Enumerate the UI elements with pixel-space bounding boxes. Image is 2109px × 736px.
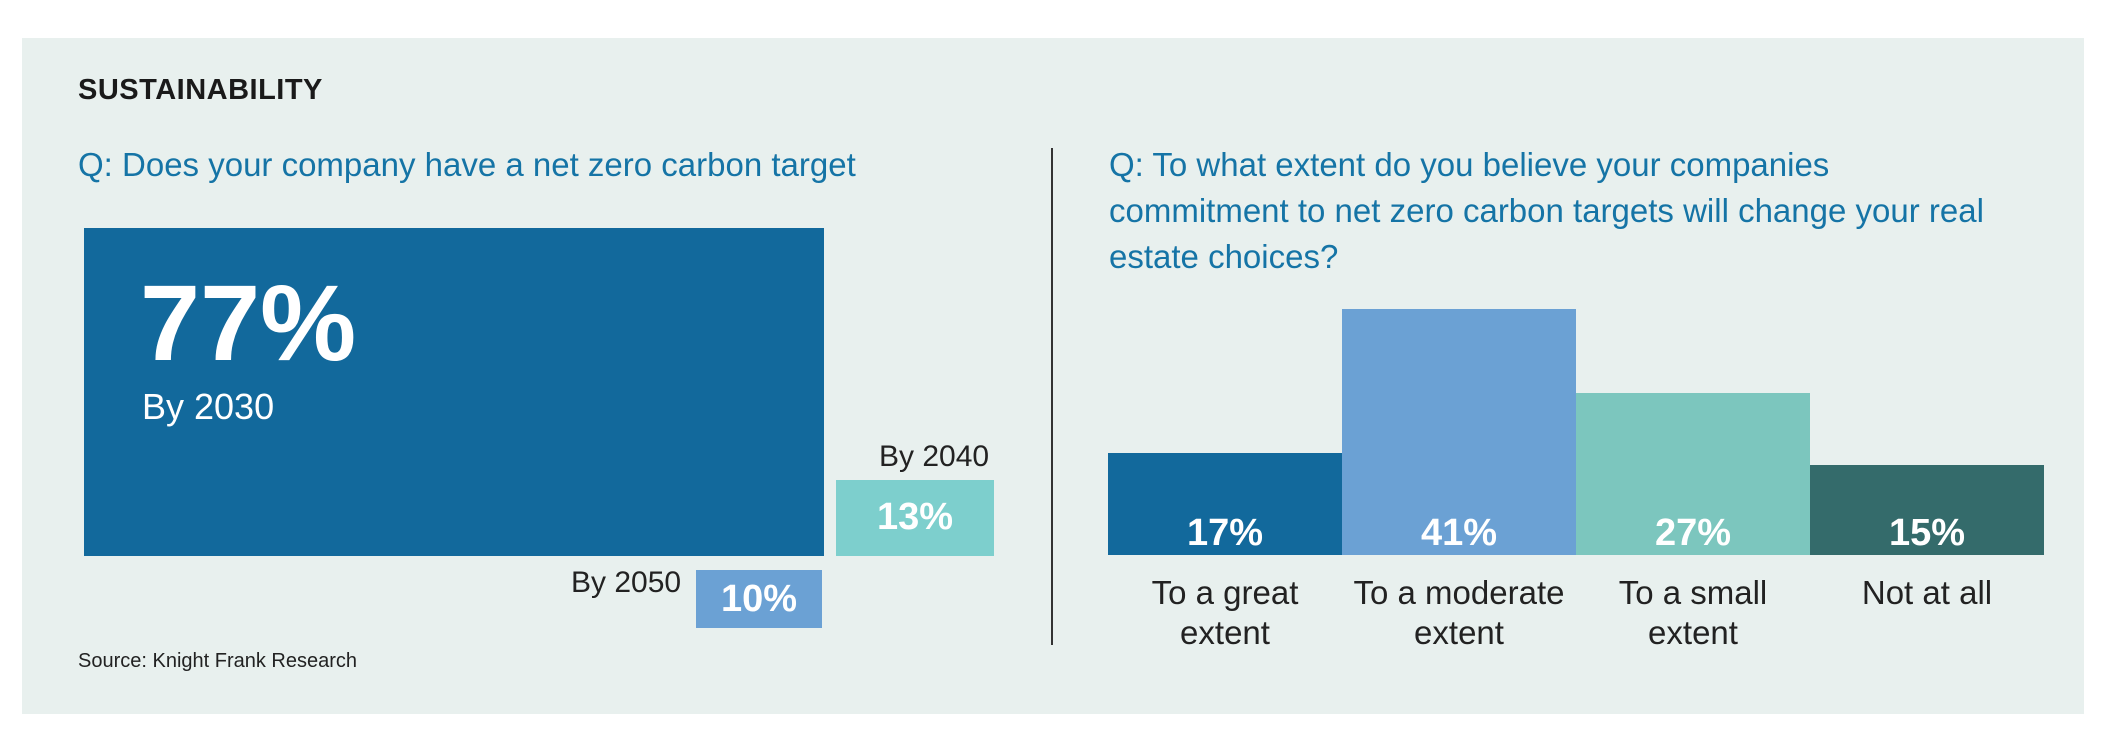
category-label: Not at all xyxy=(1862,574,1992,611)
category-label: extent xyxy=(1414,614,1504,651)
box-by-2030 xyxy=(84,228,824,556)
by-2040-label: By 2040 xyxy=(879,440,990,473)
box-by-2040 xyxy=(836,480,994,556)
by-2050-label: By 2050 xyxy=(571,566,682,599)
box-by-2050 xyxy=(696,570,822,628)
by-2040-value: 13% xyxy=(876,496,954,538)
category-label: extent xyxy=(1648,614,1738,651)
source-note: Source: Knight Frank Research xyxy=(78,650,358,672)
by-2030-value: 77% xyxy=(140,262,357,383)
category-label: To a moderate xyxy=(1354,574,1565,611)
left-question: Q: Does your company have a net zero car… xyxy=(78,146,856,183)
bar-0 xyxy=(1108,453,1342,555)
category-label: To a small xyxy=(1619,574,1768,611)
bar-value-label: 15% xyxy=(1889,512,1965,554)
bar-3 xyxy=(1810,465,2044,555)
right-question: Q: To what extent do you believe your co… xyxy=(1109,146,1984,275)
bar-value-label: 41% xyxy=(1421,512,1497,554)
category-label: extent xyxy=(1180,614,1270,651)
bar-2 xyxy=(1576,393,1810,555)
category-label: To a great xyxy=(1152,574,1299,611)
by-2030-label: By 2030 xyxy=(142,386,275,427)
by-2050-value: 10% xyxy=(720,578,798,620)
section-title: SUSTAINABILITY xyxy=(78,74,323,106)
bar-value-label: 17% xyxy=(1187,512,1263,554)
bar-1 xyxy=(1342,309,1576,555)
bar-value-label: 27% xyxy=(1655,512,1731,554)
divider xyxy=(1051,148,1053,645)
